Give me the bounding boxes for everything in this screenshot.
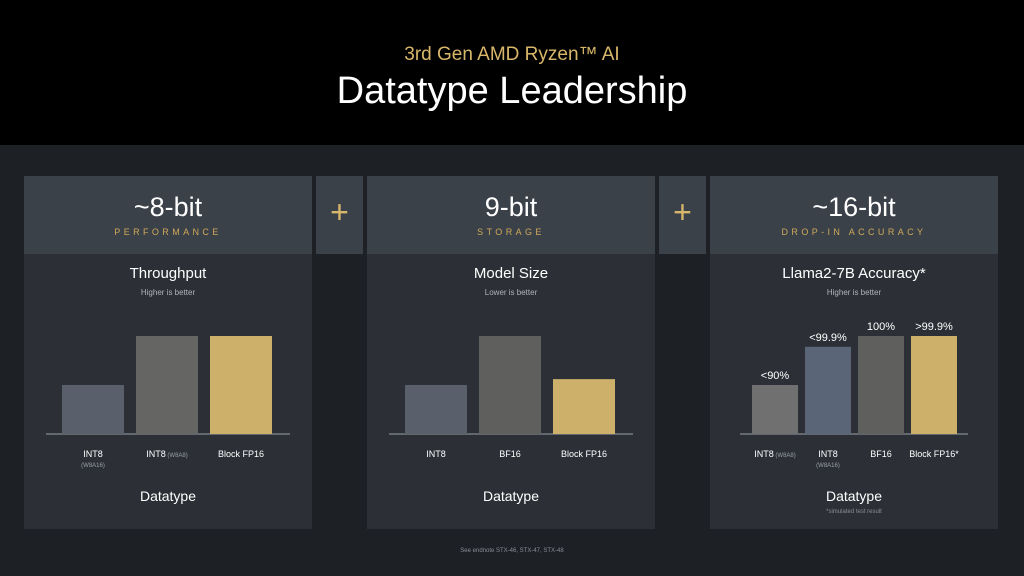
bar [553,379,615,434]
bit-width: 9-bit [484,192,538,222]
chart-subtitle: Higher is better [140,288,196,297]
bar-value-label: <99.9% [809,332,847,344]
panel-tag: PERFORMANCE [114,227,222,237]
x-axis-label: Datatype [139,488,197,504]
panel-tag: DROP-IN ACCURACY [781,227,927,237]
bit-width: ~16-bit [812,192,896,222]
tick-sublabel: (W8A8) [166,453,188,459]
accuracy-panel: ~16-bit DROP-IN ACCURACY Llama2-7B Accur… [710,176,998,529]
tick-label: INT8 [818,449,838,459]
plus-separator: + [659,176,706,254]
title-banner: 3rd Gen AMD Ryzen™ AI Datatype Leadershi… [0,0,1024,145]
slide-subtitle: 3rd Gen AMD Ryzen™ AI [404,44,620,65]
chart-title: Model Size [473,265,549,282]
x-axis-label: Datatype [482,488,540,504]
panel-header: 9-bit STORAGE [367,176,655,254]
panel-tag: STORAGE [477,227,545,237]
throughput-chart: INT8 (W8A16) INT8 (W8A8) Block FP16 [46,336,290,469]
simulated-footnote: *simulated test result [826,509,882,515]
bar-value-label: <90% [761,370,790,382]
performance-panel: ~8-bit PERFORMANCE Throughput Higher is … [24,176,312,529]
chart-title: Throughput [129,265,207,282]
bar [805,346,851,434]
plus-icon: + [673,194,692,230]
endnote: See endnote STX-46, STX-47, STX-48 [460,548,564,554]
bar [62,385,124,434]
bar-value-label: 100% [867,321,895,333]
chart-title: Llama2-7B Accuracy* [782,265,926,282]
accuracy-chart: <90% INT8 (W8A8) <99.9% INT8 (W8A16) 100% BF16… [740,321,968,469]
tick-sublabel: (W8A8) [774,453,796,459]
chart-subtitle: Lower is better [484,288,538,297]
bar [210,336,272,434]
plus-separator: + [316,176,363,254]
storage-panel: 9-bit STORAGE Model Size Lower is better… [367,176,655,529]
tick-label: BF16 [870,449,892,459]
tick-sublabel: (W8A16) [816,463,840,469]
bar [479,336,541,434]
panel-header: ~8-bit PERFORMANCE [24,176,312,254]
bar [858,336,904,434]
chart-subtitle: Higher is better [826,288,882,297]
x-axis-label: Datatype [825,488,883,504]
tick-label: INT8 [426,449,446,459]
bar-value-label: >99.9% [915,321,953,333]
tick-label: INT8 [83,449,103,459]
model-size-chart: INT8 BF16 Block FP16 [389,336,633,459]
tick-label: Block FP16 [218,449,264,459]
tick-label: INT8 (W8A8) [754,449,796,459]
tick-label: BF16 [499,449,521,459]
bar [405,385,467,434]
tick-label: Block FP16* [909,449,959,459]
tick-label: Block FP16 [561,449,607,459]
bit-width: ~8-bit [133,192,203,222]
tick-sublabel: (W8A16) [81,463,105,469]
bar [752,385,798,434]
plus-icon: + [330,194,349,230]
slide-title: Datatype Leadership [336,70,688,112]
tick-label: INT8 (W8A8) [146,449,188,459]
bar [136,336,198,434]
panel-header: ~16-bit DROP-IN ACCURACY [710,176,998,254]
bar [911,336,957,434]
